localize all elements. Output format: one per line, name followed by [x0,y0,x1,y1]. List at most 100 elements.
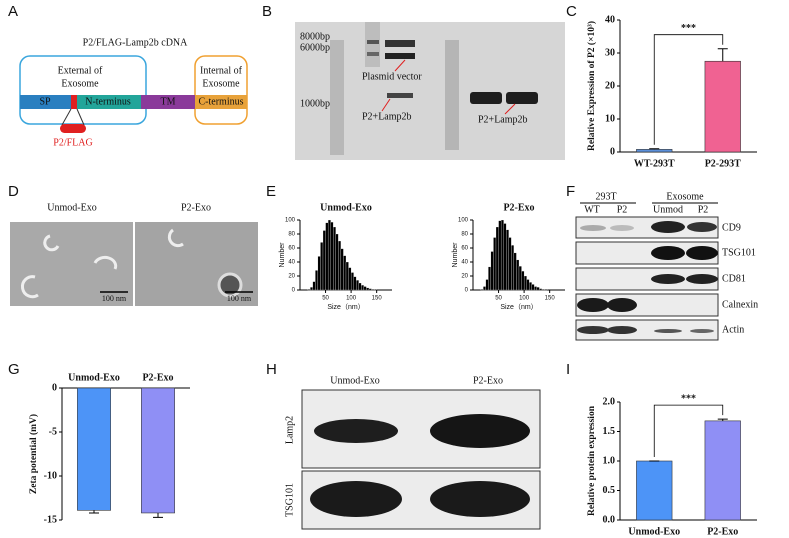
y-tick-label: 0.0 [603,514,616,525]
y-tick-label: 0 [465,288,469,294]
panel-label: I [566,361,570,378]
histogram-bar [508,237,512,291]
histogram-bar [544,289,548,291]
gel-band [470,92,502,104]
y-tick-label: 2.0 [603,396,616,407]
y-tick-label: -15 [44,514,57,525]
histogram-bar [536,287,540,291]
histogram-bar [368,288,372,291]
y-tick-label: 0.5 [603,485,616,496]
gel-band [367,52,379,56]
protein-label: Lamp2 [284,416,295,444]
vesicle [20,275,39,299]
x-axis-label: Size（nm） [500,303,537,311]
bar [704,420,741,521]
external-box [19,55,147,125]
blot [575,216,719,239]
protein-label: CD9 [722,222,741,233]
y-tick-label: 60 [461,246,468,252]
y-axis-label: Number [452,242,459,268]
y-tick-label: 20 [605,80,615,91]
gel-band [367,40,379,44]
error-bar [717,48,728,62]
tag-label: P2/FLAG [53,137,92,148]
y-tick-label: 10 [605,113,615,124]
band-label: P2+Lamp2b [478,114,528,125]
lane-label: Unmod-Exo [330,375,379,386]
chart-title: Unmod-Exo [320,202,372,213]
band [690,329,714,333]
histogram-bar [516,259,520,291]
arrow [381,59,516,115]
band [651,246,685,260]
box-label: Exosome [202,78,240,89]
x-tick-label: P2-Exo [142,372,173,383]
segment-label: N-terminus [85,96,131,107]
histogram-bar [541,289,545,291]
gel-band [387,93,413,98]
histogram-bar [356,280,359,291]
error-bar [153,512,163,518]
histogram-bar [312,281,316,291]
vesicle [217,272,243,298]
band [607,326,637,334]
y-tick-label: 40 [461,260,468,266]
scale-label: 100 nm [102,294,127,303]
histogram-bar [322,230,326,291]
histogram-bar [503,223,507,291]
histogram-bar [361,284,365,291]
lane-label: P2 [617,204,628,215]
ladder [365,22,380,67]
histogram-bar [534,286,538,291]
histogram-bar [480,289,484,291]
histogram-bar [363,286,367,291]
protein-label: CD81 [722,273,746,284]
segment [77,95,141,109]
histogram-bar [498,220,502,291]
y-tick-label: 0 [292,288,296,294]
y-tick-label: -10 [44,470,57,481]
connector [61,108,85,126]
internal-box [194,55,248,125]
band [686,274,718,284]
band [430,414,530,448]
histogram-bar [483,286,486,291]
band [577,326,609,334]
image-title: P2-Exo [181,202,211,213]
protein-label: Calnexin [722,299,758,310]
tag-shape [60,124,86,133]
x-tick-label: 100 [346,296,357,302]
histogram-bar [511,245,515,291]
histogram-bar [315,270,319,291]
histogram-bar [490,251,494,291]
histogram-bar [320,242,324,291]
histogram-bar [350,272,354,291]
histogram-bar [335,233,339,291]
histogram-bar [523,275,527,291]
lane-label: Unmod [653,204,683,215]
panel-b: 8000bp 6000bp 1000bp Plasmid vector P2+L… [295,22,565,160]
panel-label: C [566,3,577,20]
y-tick-label: 20 [288,274,295,280]
band [654,329,682,333]
significance-bracket [653,34,724,145]
histogram-bar [493,237,497,291]
panel-label: E [266,183,276,200]
box-label: Internal of [200,65,243,76]
y-axis-label: Number [279,242,286,268]
box-label: Exosome [61,78,99,89]
construct-title: P2/FLAG-Lamp2b cDNA [83,37,188,48]
x-tick-label: P2-293T [705,158,741,169]
panel-a: P2/FLAG-Lamp2b cDNA External of Exosome … [19,37,248,148]
y-tick-label: 1.0 [603,455,616,466]
band [310,481,402,517]
chart-title: P2-Exo [503,202,534,213]
histogram-bar [485,279,489,291]
band [580,225,606,231]
y-tick-label: 1.5 [603,426,616,437]
group-label: Exosome [666,191,704,202]
y-tick-label: 80 [288,232,295,238]
box-label: External of [58,65,103,76]
y-tick-label: 80 [461,232,468,238]
panel-label: G [8,361,20,378]
